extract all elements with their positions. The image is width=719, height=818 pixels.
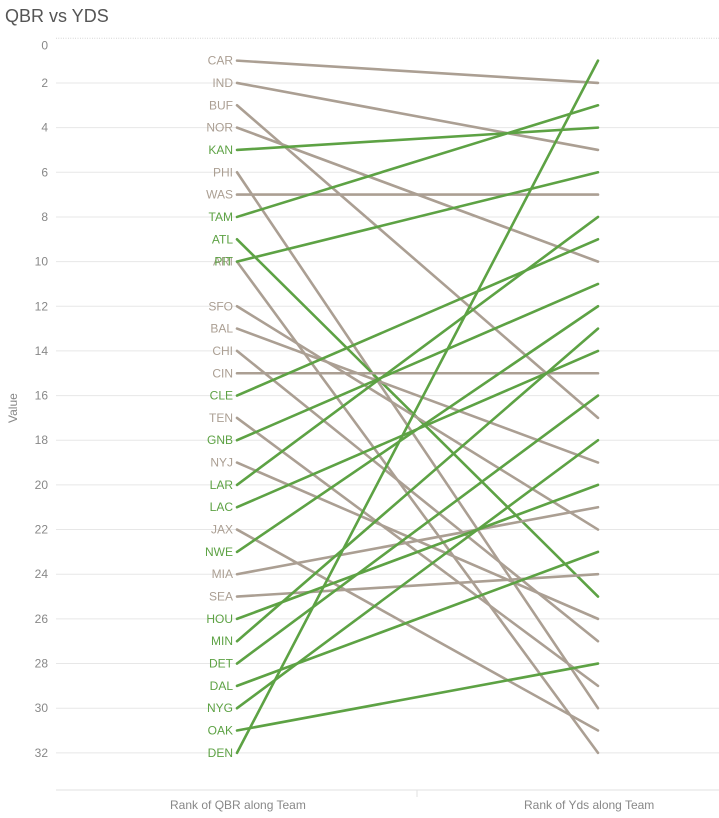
svg-text:30: 30 bbox=[35, 701, 49, 715]
svg-text:BUF: BUF bbox=[209, 98, 233, 112]
svg-text:4: 4 bbox=[41, 121, 48, 135]
svg-text:24: 24 bbox=[35, 567, 49, 581]
svg-text:JAX: JAX bbox=[211, 523, 233, 537]
svg-text:2: 2 bbox=[41, 76, 48, 90]
svg-text:DAL: DAL bbox=[210, 679, 234, 693]
svg-text:TEN: TEN bbox=[209, 411, 233, 425]
svg-text:SFO: SFO bbox=[208, 299, 233, 313]
svg-text:OAK: OAK bbox=[208, 724, 233, 738]
svg-text:PIT: PIT bbox=[214, 255, 233, 269]
svg-text:CLE: CLE bbox=[210, 389, 233, 403]
svg-text:22: 22 bbox=[35, 523, 49, 537]
svg-text:DET: DET bbox=[209, 657, 234, 671]
svg-text:HOU: HOU bbox=[206, 612, 233, 626]
svg-text:WAS: WAS bbox=[206, 188, 233, 202]
svg-text:26: 26 bbox=[35, 612, 49, 626]
svg-text:8: 8 bbox=[41, 210, 48, 224]
svg-text:0: 0 bbox=[41, 38, 48, 52]
svg-text:10: 10 bbox=[35, 255, 49, 269]
svg-text:SEA: SEA bbox=[209, 590, 233, 604]
svg-text:TAM: TAM bbox=[209, 210, 233, 224]
svg-text:ATL: ATL bbox=[212, 232, 233, 246]
svg-text:12: 12 bbox=[35, 299, 49, 313]
svg-text:28: 28 bbox=[35, 657, 49, 671]
svg-text:BAL: BAL bbox=[210, 322, 233, 336]
svg-text:NYG: NYG bbox=[207, 701, 233, 715]
svg-text:NYJ: NYJ bbox=[210, 456, 233, 470]
svg-text:IND: IND bbox=[212, 76, 233, 90]
svg-text:KAN: KAN bbox=[208, 143, 233, 157]
svg-text:16: 16 bbox=[35, 389, 49, 403]
svg-text:DEN: DEN bbox=[208, 746, 233, 760]
svg-text:MIN: MIN bbox=[211, 634, 233, 648]
svg-text:LAR: LAR bbox=[210, 478, 234, 492]
svg-text:GNB: GNB bbox=[207, 433, 233, 447]
svg-text:18: 18 bbox=[35, 433, 49, 447]
svg-text:LAC: LAC bbox=[210, 500, 234, 514]
svg-text:32: 32 bbox=[35, 746, 49, 760]
svg-text:CAR: CAR bbox=[208, 54, 234, 68]
svg-text:20: 20 bbox=[35, 478, 49, 492]
svg-text:6: 6 bbox=[41, 165, 48, 179]
svg-text:NWE: NWE bbox=[205, 545, 233, 559]
svg-text:MIA: MIA bbox=[212, 567, 233, 581]
svg-text:PHI: PHI bbox=[213, 165, 233, 179]
svg-text:CIN: CIN bbox=[212, 366, 233, 380]
svg-text:14: 14 bbox=[35, 344, 49, 358]
svg-text:CHI: CHI bbox=[212, 344, 233, 358]
svg-text:NOR: NOR bbox=[206, 121, 233, 135]
